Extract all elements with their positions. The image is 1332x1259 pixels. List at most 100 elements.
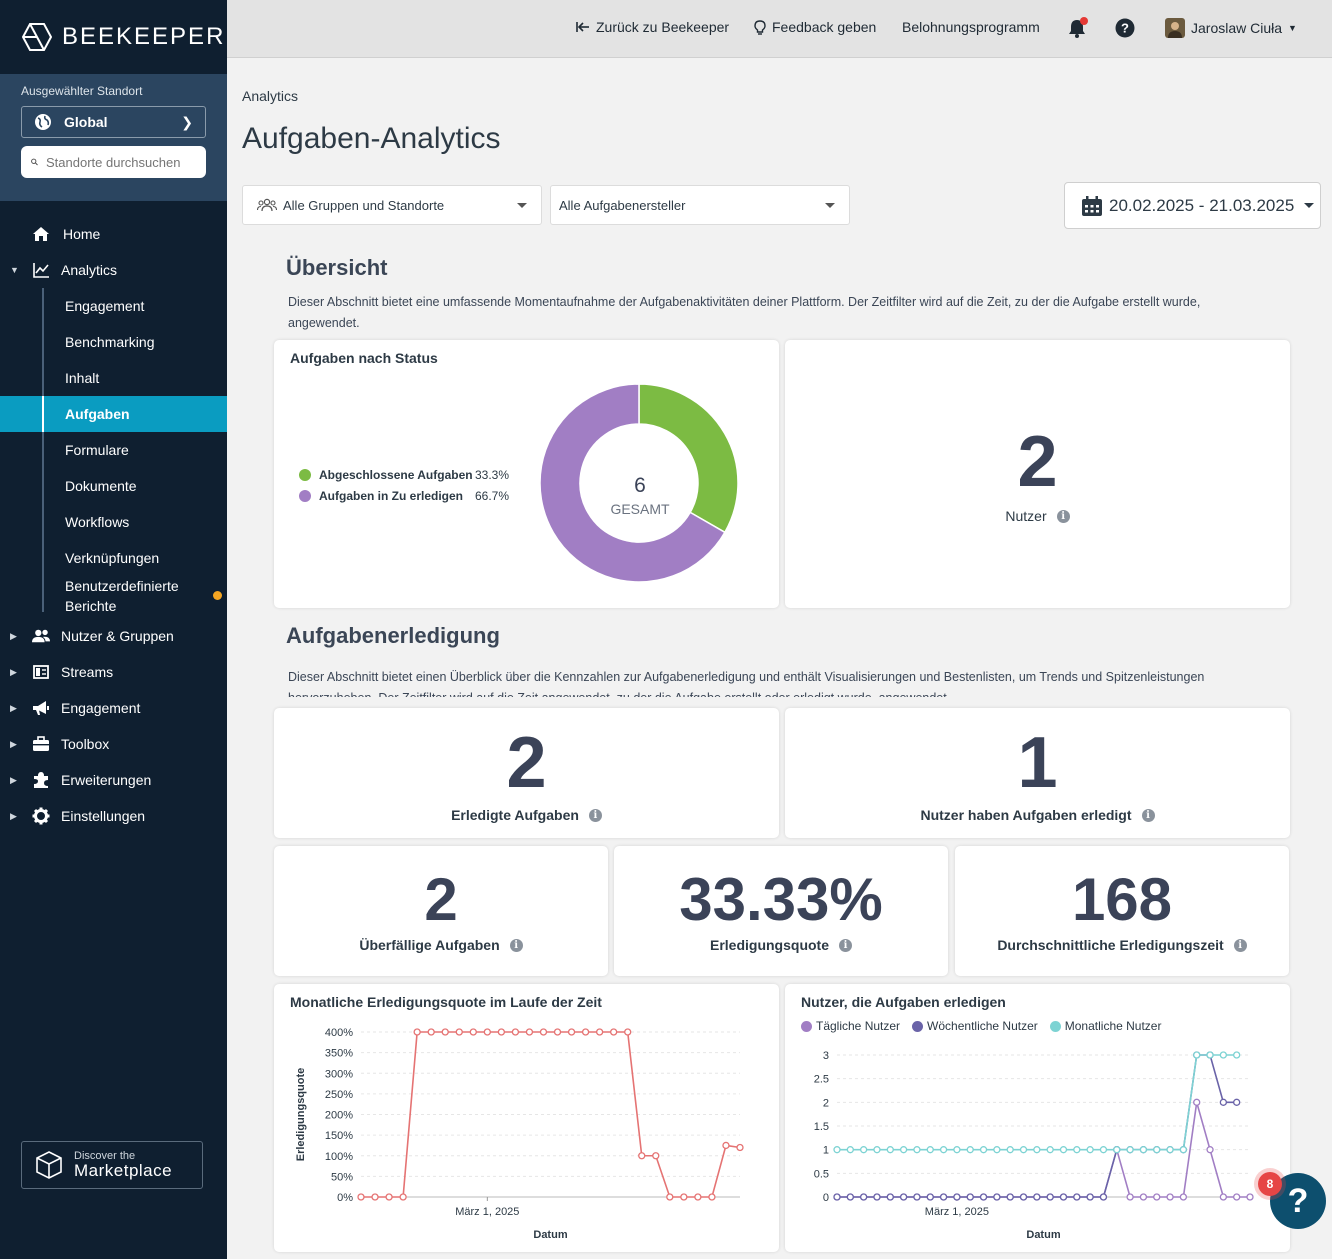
sidebar-item-inhalt[interactable]: Inhalt (65, 370, 100, 386)
data-point[interactable] (1246, 1193, 1254, 1201)
data-point[interactable] (859, 1146, 868, 1154)
data-point[interactable] (993, 1146, 1001, 1154)
data-point[interactable] (441, 1028, 449, 1036)
nav-users-groups[interactable]: ▶ Nutzer & Gruppen (0, 618, 227, 654)
legend-weekly-users[interactable]: Wöchentliche Nutzer (912, 1019, 1038, 1033)
data-point[interactable] (1073, 1193, 1081, 1201)
data-point[interactable] (638, 1152, 646, 1160)
data-point[interactable] (1126, 1146, 1134, 1154)
data-point[interactable] (926, 1146, 934, 1154)
legend-completed[interactable]: Abgeschlossene Aufgaben 33.3% (299, 468, 509, 482)
user-menu[interactable]: Jaroslaw Ciuła ▼ (1165, 18, 1297, 38)
legend-monthly-users[interactable]: Monatliche Nutzer (1049, 1019, 1161, 1033)
location-search-input[interactable] (46, 154, 196, 170)
data-point[interactable] (1006, 1193, 1014, 1201)
data-point[interactable] (722, 1141, 730, 1150)
data-point[interactable] (846, 1146, 854, 1154)
data-point[interactable] (708, 1193, 716, 1201)
data-point[interactable] (595, 1028, 604, 1036)
data-point[interactable] (525, 1028, 534, 1036)
info-icon[interactable]: i (1141, 808, 1155, 822)
data-point[interactable] (1033, 1146, 1041, 1154)
floating-help-button[interactable]: ? (1270, 1173, 1326, 1229)
data-point[interactable] (736, 1143, 744, 1152)
data-point[interactable] (680, 1193, 688, 1201)
data-point[interactable] (357, 1193, 365, 1201)
data-point[interactable] (1233, 1193, 1241, 1201)
data-point[interactable] (1179, 1146, 1188, 1154)
data-point[interactable] (1193, 1098, 1201, 1106)
sidebar-item-formulare[interactable]: Formulare (65, 442, 129, 458)
back-to-beekeeper-link[interactable]: Zurück zu Beekeeper (576, 19, 729, 35)
data-point[interactable] (413, 1028, 421, 1036)
data-point[interactable] (1139, 1193, 1148, 1201)
sidebar-item-verknuepfungen[interactable]: Verknüpfungen (65, 550, 160, 566)
legend-daily-users[interactable]: Tägliche Nutzer (801, 1019, 900, 1033)
data-point[interactable] (1126, 1193, 1134, 1201)
data-point[interactable] (979, 1146, 988, 1154)
marketplace-button[interactable]: Discover the Marketplace (21, 1141, 203, 1189)
data-point[interactable] (1033, 1193, 1041, 1201)
data-point[interactable] (939, 1193, 948, 1201)
info-icon[interactable]: i (839, 938, 852, 952)
data-point[interactable] (1219, 1051, 1228, 1059)
data-point[interactable] (1219, 1098, 1228, 1106)
data-point[interactable] (427, 1028, 435, 1036)
sidebar-item-workflows[interactable]: Workflows (65, 514, 130, 530)
donut-slice-0[interactable] (638, 383, 739, 534)
data-point[interactable] (1099, 1146, 1108, 1154)
data-point[interactable] (913, 1193, 921, 1201)
help-button[interactable]: ? (1115, 18, 1135, 38)
groups-filter[interactable]: Alle Gruppen und Standorte (242, 185, 542, 225)
data-point[interactable] (886, 1146, 894, 1154)
data-point[interactable] (953, 1146, 961, 1154)
info-icon[interactable]: i (1056, 509, 1070, 523)
data-point[interactable] (873, 1193, 881, 1201)
nav-settings[interactable]: ▶ Einstellungen (0, 798, 227, 834)
data-point[interactable] (1166, 1193, 1174, 1201)
data-point[interactable] (1166, 1146, 1174, 1154)
data-point[interactable] (371, 1193, 379, 1201)
data-point[interactable] (1073, 1146, 1081, 1154)
data-point[interactable] (666, 1193, 674, 1201)
nav-streams[interactable]: ▶ Streams (0, 654, 227, 690)
data-point[interactable] (1153, 1146, 1161, 1154)
data-point[interactable] (1206, 1051, 1214, 1059)
data-point[interactable] (497, 1028, 506, 1036)
sidebar-item-dokumente[interactable]: Dokumente (65, 478, 137, 494)
data-point[interactable] (1059, 1193, 1068, 1201)
info-icon[interactable]: i (509, 938, 523, 952)
data-point[interactable] (1059, 1146, 1068, 1154)
data-point[interactable] (1019, 1193, 1028, 1201)
data-point[interactable] (1099, 1193, 1108, 1201)
data-point[interactable] (1006, 1146, 1014, 1154)
date-range-picker[interactable]: 20.02.2025 - 21.03.2025 (1064, 182, 1321, 229)
data-point[interactable] (979, 1193, 988, 1201)
data-point[interactable] (539, 1028, 548, 1036)
data-point[interactable] (913, 1146, 921, 1154)
feedback-link[interactable]: Feedback geben (754, 19, 876, 35)
nav-home[interactable]: Home (0, 216, 227, 252)
data-point[interactable] (1139, 1146, 1148, 1154)
data-point[interactable] (859, 1193, 868, 1201)
data-point[interactable] (511, 1028, 520, 1036)
data-point[interactable] (1193, 1051, 1201, 1059)
location-search[interactable] (21, 146, 206, 178)
data-point[interactable] (610, 1028, 618, 1036)
data-point[interactable] (939, 1146, 948, 1154)
data-point[interactable] (652, 1152, 660, 1160)
sidebar-item-aufgaben[interactable]: Aufgaben (0, 396, 227, 432)
data-point[interactable] (1153, 1193, 1161, 1201)
data-point[interactable] (833, 1146, 841, 1154)
data-point[interactable] (1046, 1146, 1054, 1154)
data-point[interactable] (1086, 1146, 1094, 1154)
data-point[interactable] (694, 1193, 702, 1201)
data-point[interactable] (1086, 1193, 1094, 1201)
brand[interactable]: BEEKEEPER (0, 0, 227, 74)
info-icon[interactable]: i (1233, 938, 1247, 952)
location-selector[interactable]: Global ❯ (21, 106, 206, 138)
data-point[interactable] (624, 1028, 632, 1036)
info-icon[interactable]: i (588, 808, 602, 822)
data-point[interactable] (899, 1193, 908, 1201)
data-point[interactable] (483, 1028, 491, 1036)
